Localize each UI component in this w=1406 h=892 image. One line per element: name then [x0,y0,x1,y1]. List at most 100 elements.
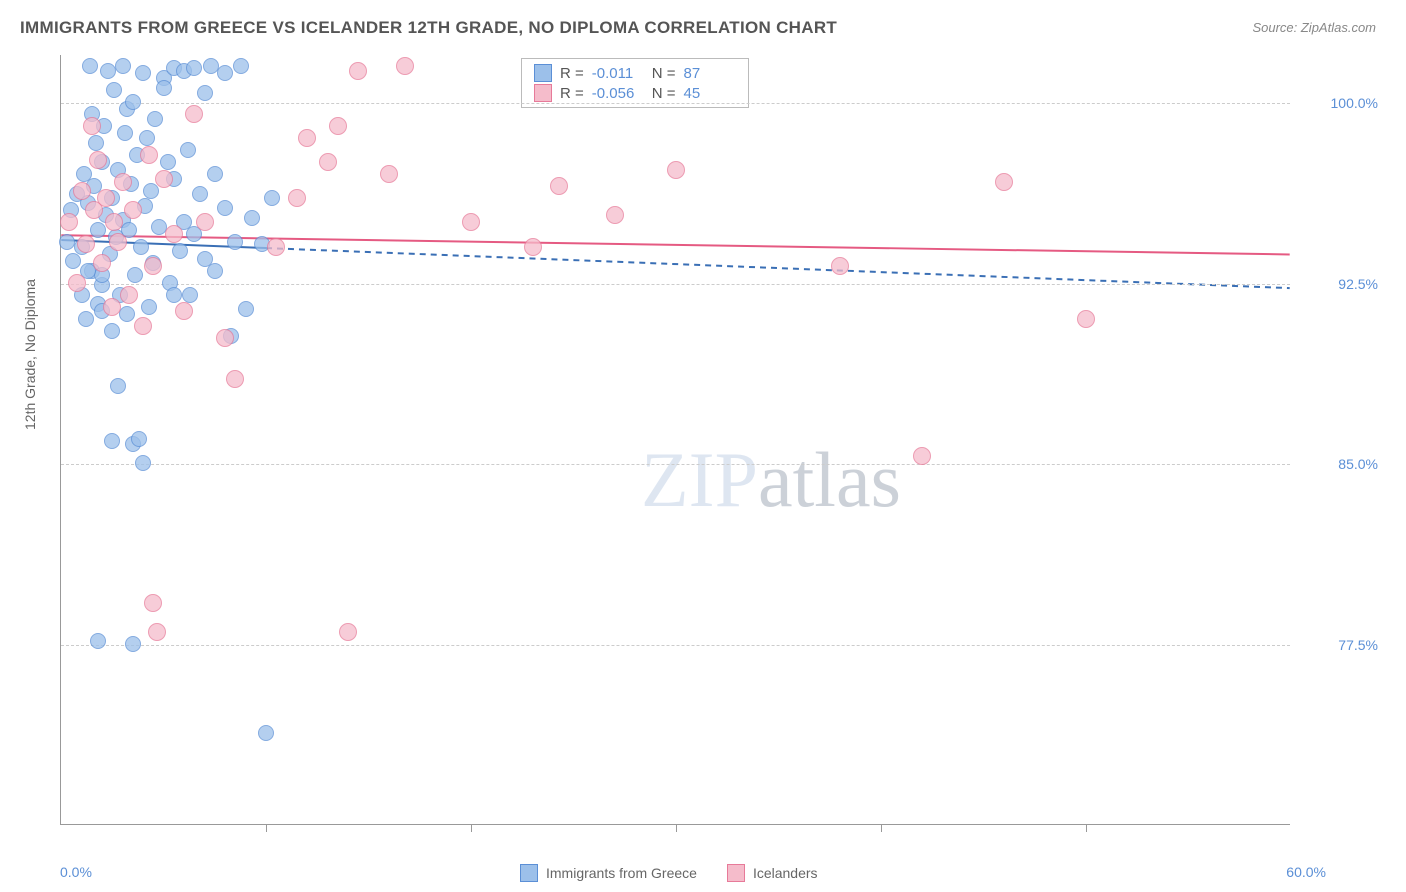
scatter-point [339,623,357,641]
scatter-point [110,378,126,394]
scatter-point [89,151,107,169]
scatter-point [135,455,151,471]
scatter-point [125,94,141,110]
scatter-point [109,233,127,251]
scatter-point [133,239,149,255]
scatter-point [77,235,95,253]
scatter-point [104,323,120,339]
scatter-point [329,117,347,135]
x-tick [676,824,677,832]
scatter-point [288,189,306,207]
x-tick [881,824,882,832]
scatter-point [114,173,132,191]
legend-label: Immigrants from Greece [546,865,697,881]
y-tick-label: 85.0% [1338,456,1378,472]
scatter-point [396,57,414,75]
scatter-point [207,166,223,182]
x-max-label: 60.0% [1286,864,1326,880]
r-label: R = [560,65,584,82]
scatter-point [227,234,243,250]
scatter-point [135,65,151,81]
scatter-point [147,111,163,127]
scatter-point [550,177,568,195]
scatter-point [175,302,193,320]
scatter-point [180,142,196,158]
scatter-point [233,58,249,74]
n-value: 45 [684,85,736,102]
scatter-point [131,431,147,447]
scatter-point [1077,310,1095,328]
y-axis-label: 12th Grade, No Diploma [22,279,38,430]
chart-title: IMMIGRANTS FROM GREECE VS ICELANDER 12TH… [20,18,837,38]
r-value: -0.056 [592,85,644,102]
scatter-point [186,60,202,76]
scatter-point [667,161,685,179]
scatter-point [264,190,280,206]
scatter-point [103,298,121,316]
scatter-point [172,243,188,259]
scatter-point [995,173,1013,191]
scatter-point [148,623,166,641]
scatter-point [90,633,106,649]
scatter-point [120,286,138,304]
n-label: N = [652,85,676,102]
scatter-point [141,299,157,315]
scatter-point [244,210,260,226]
scatter-point [106,82,122,98]
scatter-point [124,201,142,219]
legend-swatch [727,864,745,882]
bottom-legend: Immigrants from Greece Icelanders [520,864,818,882]
scatter-point [68,274,86,292]
source-label: Source: ZipAtlas.com [1252,20,1376,35]
scatter-point [117,125,133,141]
scatter-point [192,186,208,202]
y-tick-label: 92.5% [1338,276,1378,292]
scatter-point [831,257,849,275]
scatter-point [78,311,94,327]
r-label: R = [560,85,584,102]
x-tick [471,824,472,832]
scatter-point [97,189,115,207]
scatter-point [238,301,254,317]
scatter-point [155,170,173,188]
scatter-point [319,153,337,171]
scatter-point [139,130,155,146]
scatter-point [258,725,274,741]
scatter-point [160,154,176,170]
scatter-point [913,447,931,465]
scatter-point [196,213,214,231]
x-tick [266,824,267,832]
stats-row: R =-0.011N =87 [534,63,736,83]
x-min-label: 0.0% [60,864,92,880]
scatter-point [140,146,158,164]
y-tick-label: 77.5% [1338,637,1378,653]
scatter-point [144,257,162,275]
x-tick [1086,824,1087,832]
scatter-point [182,287,198,303]
scatter-point [93,254,111,272]
scatter-point [125,636,141,652]
h-gridline [61,645,1290,646]
scatter-point [207,263,223,279]
scatter-point [134,317,152,335]
n-label: N = [652,65,676,82]
scatter-point [216,329,234,347]
scatter-point [60,213,78,231]
legend-item: Icelanders [727,864,818,882]
scatter-point [226,370,244,388]
scatter-point [105,213,123,231]
scatter-point [185,105,203,123]
scatter-point [90,222,106,238]
scatter-point [462,213,480,231]
scatter-point [166,287,182,303]
stats-legend: R =-0.011N =87R =-0.056N =45 [521,58,749,108]
scatter-point [606,206,624,224]
legend-swatch [520,864,538,882]
scatter-point [267,238,285,256]
legend-swatch [534,84,552,102]
h-gridline [61,103,1290,104]
scatter-point [83,117,101,135]
scatter-point [380,165,398,183]
r-value: -0.011 [592,65,644,82]
scatter-point [115,58,131,74]
